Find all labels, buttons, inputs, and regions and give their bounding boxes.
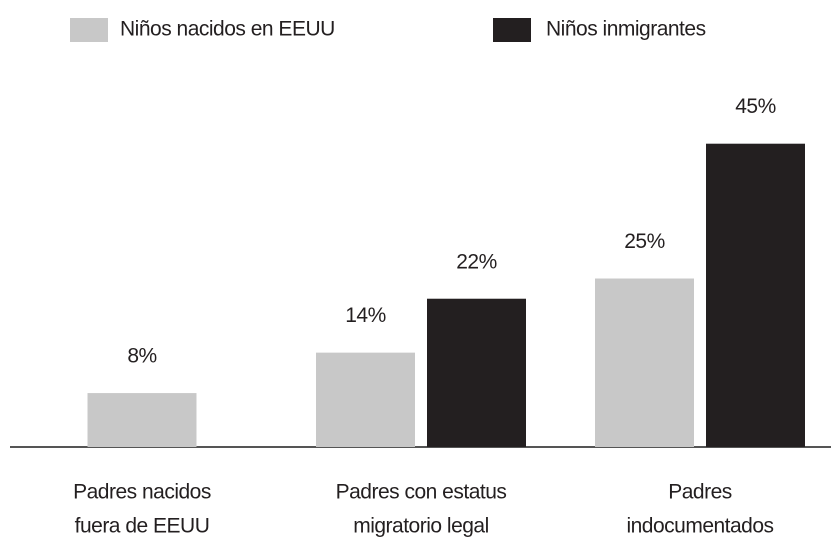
bar bbox=[595, 278, 694, 447]
value-label: 45% bbox=[735, 95, 776, 118]
value-label: 25% bbox=[624, 230, 665, 253]
legend-label: Niños nacidos en EEUU bbox=[120, 18, 335, 41]
value-label: 8% bbox=[127, 345, 156, 368]
x-tick-label: Padres bbox=[668, 481, 732, 504]
value-label: 14% bbox=[345, 304, 386, 327]
x-tick-label: fuera de EEUU bbox=[75, 515, 210, 538]
x-tick-label: Padres nacidos bbox=[73, 481, 211, 504]
bar bbox=[87, 393, 197, 447]
bar bbox=[316, 352, 415, 447]
x-tick-label: indocumentados bbox=[626, 515, 773, 538]
legend-swatch bbox=[493, 18, 531, 42]
bar bbox=[427, 298, 526, 447]
x-tick-label: Padres con estatus bbox=[336, 481, 507, 504]
legend-label: Niños inmigrantes bbox=[546, 18, 706, 41]
bar bbox=[706, 143, 805, 447]
x-tick-label: migratorio legal bbox=[353, 515, 489, 538]
legend-swatch bbox=[70, 18, 108, 42]
value-label: 22% bbox=[456, 250, 497, 273]
